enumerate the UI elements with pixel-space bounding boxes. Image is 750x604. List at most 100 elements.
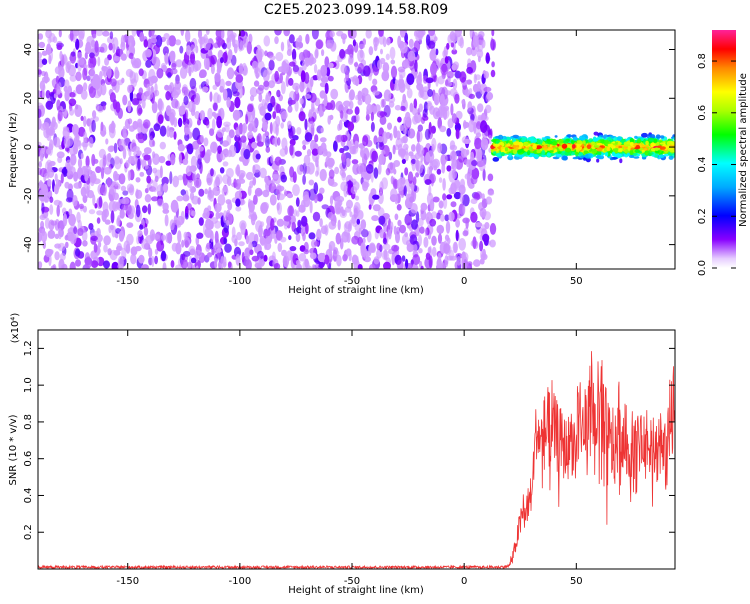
spectrogram-cell bbox=[412, 254, 421, 266]
spectrogram-cell bbox=[235, 206, 242, 212]
spectrogram-cell bbox=[462, 217, 470, 224]
spectrogram-cell bbox=[49, 196, 54, 203]
spectrogram-cell bbox=[313, 63, 318, 74]
spectrogram-cell bbox=[446, 71, 454, 79]
spectrogram-cell bbox=[320, 64, 328, 77]
spectrogram-cell bbox=[281, 62, 290, 74]
spectrogram-cell bbox=[417, 160, 424, 174]
spectrogram-cell bbox=[263, 35, 271, 47]
spectrogram-cell bbox=[137, 134, 146, 144]
spectrogram-cell bbox=[314, 49, 319, 59]
spectrogram-cell bbox=[298, 204, 306, 213]
spectrogram-cell bbox=[308, 109, 313, 119]
spectrogram-cell bbox=[443, 243, 451, 254]
spectrogram-cell bbox=[399, 224, 406, 234]
spectrogram-cell bbox=[408, 38, 414, 48]
spectrogram-cell bbox=[496, 152, 501, 157]
spectrogram-cell bbox=[248, 242, 253, 250]
spectrogram-cell bbox=[241, 124, 246, 137]
spectrogram-cell bbox=[420, 202, 428, 212]
figure-title: C2E5.2023.099.14.58.R09 bbox=[264, 2, 448, 18]
spectrogram-cell bbox=[235, 253, 241, 266]
spectrogram-cell bbox=[75, 71, 82, 82]
spectrogram-cell bbox=[547, 140, 553, 145]
spectrogram-cell bbox=[349, 146, 357, 155]
spectrogram-cell bbox=[226, 97, 231, 108]
spectrogram-cell bbox=[62, 126, 70, 132]
spectrogram-cell bbox=[466, 79, 472, 85]
spectrogram-cell bbox=[232, 39, 240, 49]
spectrogram-cell bbox=[647, 137, 655, 142]
spectrogram-cell bbox=[206, 149, 211, 157]
spectrogram-cell bbox=[264, 50, 268, 57]
spectrogram-cell bbox=[444, 255, 449, 268]
spectrogram-cell bbox=[115, 228, 121, 234]
y-tick-label: 20 bbox=[23, 92, 34, 105]
spectrogram-cell bbox=[350, 186, 358, 195]
spectrogram-cell bbox=[369, 264, 376, 269]
spectrogram-cell bbox=[95, 30, 103, 37]
spectrogram-cell bbox=[171, 68, 178, 75]
spectrogram-cell bbox=[127, 100, 132, 113]
spectrogram-cell bbox=[351, 115, 357, 123]
spectrogram-cell bbox=[298, 41, 304, 49]
spectrogram-cell bbox=[453, 191, 462, 200]
spectrogram-cell bbox=[287, 205, 295, 217]
spectrogram-cell bbox=[197, 119, 201, 126]
y-tick-label: 0.8 bbox=[23, 414, 34, 430]
spectrogram-cell bbox=[348, 53, 354, 64]
spectrogram-cell bbox=[92, 74, 101, 87]
spectrogram-cell bbox=[413, 40, 421, 52]
spectrogram-cell bbox=[83, 82, 88, 91]
spectrogram-cell bbox=[243, 35, 249, 48]
spectrogram-cell bbox=[117, 263, 124, 269]
spectrogram-cell bbox=[295, 85, 299, 95]
spectrogram-cell bbox=[411, 144, 416, 152]
spectrogram-cell bbox=[238, 178, 246, 184]
spectrogram-cell bbox=[393, 225, 397, 235]
spectrogram-cell bbox=[396, 130, 401, 141]
spectrogram-cell bbox=[154, 248, 159, 255]
spectrogram-cell bbox=[478, 202, 485, 211]
spectrogram-cell bbox=[373, 256, 380, 265]
spectrogram-cell bbox=[445, 79, 449, 86]
spectrogram-cell bbox=[270, 218, 275, 231]
spectrogram-cell bbox=[75, 38, 80, 50]
spectrogram-cell bbox=[425, 34, 431, 46]
spectrogram-cell bbox=[170, 199, 179, 213]
spectrogram-cell bbox=[211, 111, 217, 117]
spectrogram-cell bbox=[91, 119, 96, 133]
spectrogram-cell bbox=[273, 163, 280, 172]
spectrogram-cell bbox=[101, 184, 106, 194]
spectrogram-cell bbox=[285, 74, 290, 87]
spectrogram-cell bbox=[128, 155, 135, 164]
colorbar-tick-label: 0.8 bbox=[697, 53, 708, 69]
spectrogram-cell bbox=[634, 149, 640, 153]
spectrogram-cell bbox=[190, 264, 194, 269]
spectrogram-cell bbox=[107, 248, 112, 256]
spectrogram-cell bbox=[237, 39, 244, 52]
spectrogram-cell bbox=[549, 150, 554, 153]
spectrogram-cell bbox=[223, 185, 228, 193]
spectrogram-cell bbox=[411, 264, 419, 269]
snr-x-ticks: -150 -100 -50 0 50 bbox=[116, 330, 583, 587]
spectrogram-cell bbox=[207, 50, 213, 57]
spectrogram-cell bbox=[95, 103, 100, 111]
spectrogram-cell bbox=[630, 141, 634, 147]
spectrogram-cell bbox=[466, 46, 473, 56]
spectrogram-cell bbox=[431, 46, 436, 56]
spectrogram-cell bbox=[173, 215, 178, 226]
spectrogram-cell bbox=[305, 33, 310, 45]
spectrogram-cell bbox=[289, 143, 294, 156]
spectrogram-cell bbox=[363, 174, 370, 186]
spectrogram-cell bbox=[415, 211, 420, 223]
spectrogram-cell bbox=[318, 110, 324, 117]
spectrogram-cell bbox=[249, 249, 254, 256]
spectrogram-cell bbox=[325, 156, 331, 166]
spectrogram-cell bbox=[190, 257, 197, 264]
spectrogram-cell bbox=[281, 249, 287, 257]
spectrogram-cell bbox=[449, 255, 457, 261]
spectrogram-cell bbox=[394, 83, 401, 91]
spectrogram-cell bbox=[39, 148, 44, 162]
spectrogram-cell bbox=[426, 102, 433, 111]
